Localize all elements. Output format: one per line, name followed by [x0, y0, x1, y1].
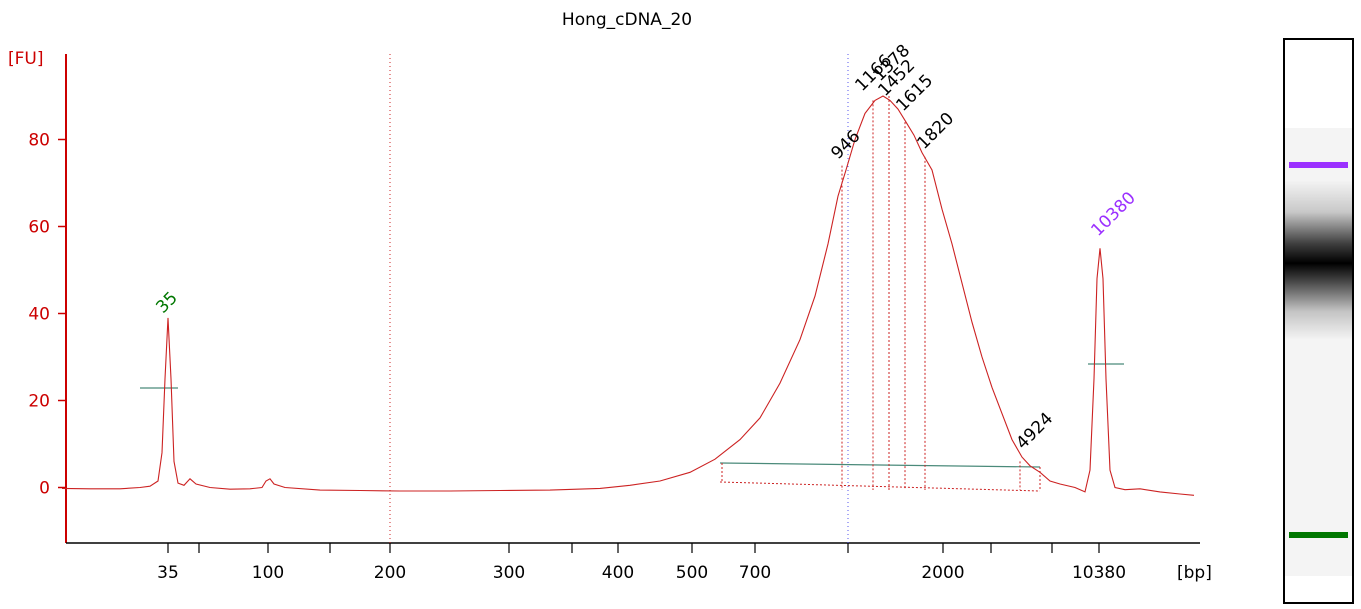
- gel-band-upper-marker: [1289, 162, 1348, 168]
- region-bottom-line: [719, 481, 1041, 492]
- x-tick-label: 2000: [921, 563, 964, 583]
- series-trace: [61, 95, 1195, 496]
- peak-label-10380: 10380: [1087, 188, 1139, 240]
- gel-smear: [1285, 180, 1352, 340]
- peak-label-946: 946: [827, 126, 864, 163]
- electropherogram-chart: Hong_cDNA_20 [FU] [bp] 0 20 40 60 80 35 100 200…: [8, 10, 1212, 583]
- smear-baseline: [719, 462, 1041, 468]
- y-tick-label: 40: [28, 305, 50, 325]
- gel-lane: [1283, 38, 1354, 604]
- y-axis-label: [FU]: [8, 49, 44, 69]
- x-tick-label: 200: [374, 563, 406, 583]
- chart-title: Hong_cDNA_20: [562, 10, 692, 30]
- x-tick-label: 35: [157, 563, 179, 583]
- peak-label-1820: 1820: [913, 109, 958, 154]
- axes: 0 20 40 60 80 35 100 200 300 400 500 700 2000 10380: [28, 54, 1200, 583]
- x-tick-label: 700: [739, 563, 771, 583]
- peak-label-35: 35: [152, 288, 181, 317]
- x-tick-label: 100: [252, 563, 284, 583]
- peak-label-4924: 4924: [1012, 409, 1057, 454]
- x-tick-label: 300: [493, 563, 525, 583]
- trace-group: [61, 95, 1195, 496]
- y-tick-label: 20: [28, 392, 50, 412]
- x-tick-label: 500: [676, 563, 708, 583]
- x-axis-label: [bp]: [1177, 563, 1212, 583]
- region-markers: [140, 96, 1124, 492]
- guide-lines: [389, 54, 849, 543]
- y-tick-label: 60: [28, 218, 50, 238]
- x-tick-label: 10380: [1072, 563, 1126, 583]
- gel-band-lower-marker: [1289, 532, 1348, 538]
- y-tick-label: 0: [39, 479, 50, 499]
- y-tick-label: 80: [28, 131, 50, 151]
- x-tick-label: 400: [602, 563, 634, 583]
